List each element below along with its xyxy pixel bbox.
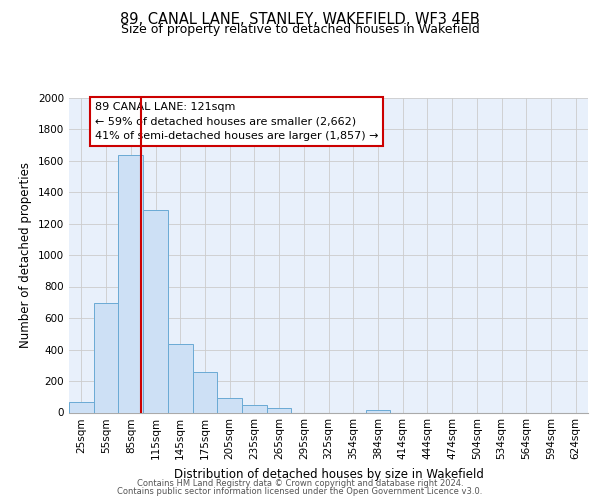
Text: 89 CANAL LANE: 121sqm
← 59% of detached houses are smaller (2,662)
41% of semi-d: 89 CANAL LANE: 121sqm ← 59% of detached … [95, 102, 379, 141]
Bar [217, 398, 242, 412]
X-axis label: Distribution of detached houses by size in Wakefield: Distribution of detached houses by size … [173, 468, 484, 481]
Bar [193, 372, 217, 412]
Bar [94, 303, 118, 412]
Bar [365, 410, 390, 412]
Y-axis label: Number of detached properties: Number of detached properties [19, 162, 32, 348]
Bar [143, 210, 168, 412]
Bar [69, 402, 94, 412]
Text: 89, CANAL LANE, STANLEY, WAKEFIELD, WF3 4EB: 89, CANAL LANE, STANLEY, WAKEFIELD, WF3 … [120, 12, 480, 28]
Bar [168, 344, 193, 412]
Text: Contains public sector information licensed under the Open Government Licence v3: Contains public sector information licen… [118, 487, 482, 496]
Bar [242, 404, 267, 412]
Text: Size of property relative to detached houses in Wakefield: Size of property relative to detached ho… [121, 24, 479, 36]
Bar [267, 408, 292, 412]
Bar [118, 155, 143, 412]
Text: Contains HM Land Registry data © Crown copyright and database right 2024.: Contains HM Land Registry data © Crown c… [137, 478, 463, 488]
